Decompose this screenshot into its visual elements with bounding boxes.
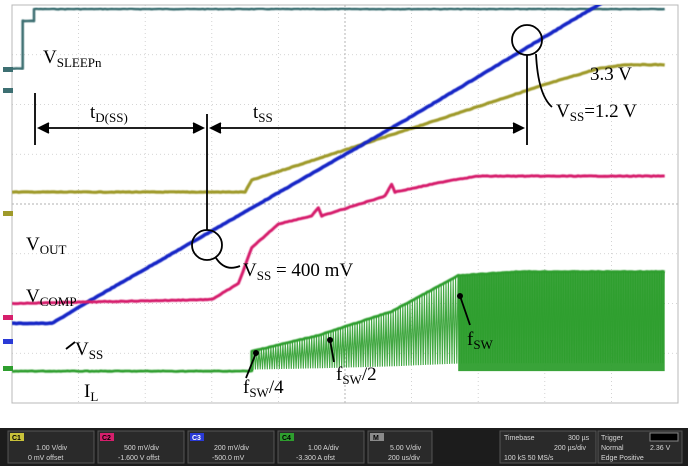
label-tss: tSS: [253, 102, 273, 125]
fsw-leader: [459, 295, 471, 326]
hud-c3-tag: C3: [192, 435, 201, 442]
hud-c2-offset: -1.600 V offst: [118, 455, 160, 462]
fsw2-leader: [329, 339, 335, 363]
fsw4-leader: [245, 352, 257, 379]
hud-c4[interactable]: C4 1.00 A/div -3.300 A ofst: [277, 430, 365, 464]
hud-tb-box: [499, 430, 597, 464]
label-3v3: 3.3 V: [590, 64, 632, 85]
hud-tb-rate: 100 kS 50 MS/s: [504, 455, 554, 462]
fsw2-dot: [327, 337, 333, 343]
hud-m-scale: 5.00 V/div: [390, 445, 422, 452]
label-vsleep: VSLEEPn: [43, 47, 102, 70]
hud-c2-tag: C2: [102, 435, 111, 442]
hud-c3-tag-bg: [190, 433, 204, 441]
trace-il-fsw-band: [458, 271, 665, 372]
vss12-leader: [535, 53, 553, 108]
label-vss: VSS: [75, 339, 103, 362]
label-fsw: fSW: [467, 329, 494, 352]
hud-c1-tag: C1: [12, 435, 21, 442]
trace-layer: [12, 5, 665, 373]
vss400-leader: [215, 257, 241, 269]
trace-vcomp: [12, 174, 665, 306]
hud-math[interactable]: M 5.00 V/div 200 us/div: [367, 430, 433, 464]
hud-c1-tag-bg: [10, 433, 24, 441]
hud-timebase[interactable]: Timebase 300 µs 200 µs/div 100 kS 50 MS/…: [499, 430, 597, 464]
label-il: IL: [84, 381, 98, 404]
hud-trig-level: 2.36 V: [650, 445, 671, 452]
hud-c4-tag: C4: [282, 435, 291, 442]
marker-ch-sleep-b: [3, 88, 13, 93]
marker-ch-vout: [3, 211, 13, 216]
hud-trigger[interactable]: Trigger Normal 2.36 V Edge Positive: [597, 430, 683, 464]
tdss-arrowhead-right: [192, 122, 206, 134]
hud-c3[interactable]: C3 200 mV/div -500.0 mV: [187, 430, 275, 464]
annotations: [34, 24, 553, 379]
marker-ch-vss: [3, 339, 13, 344]
hud-trig-tag: [649, 432, 679, 442]
hud-trig-edge: Edge Positive: [601, 455, 644, 462]
annotation-dots: [253, 293, 463, 356]
tss-arrowhead-left: [208, 122, 222, 134]
label-vss-1v2: VSS=1.2 V: [556, 101, 637, 124]
hud-m-tag-bg: [370, 433, 384, 441]
label-fsw4: fSW/4: [243, 377, 284, 400]
label-tdss: tD(SS): [90, 102, 128, 125]
marker-ch-vcomp: [3, 315, 13, 320]
hud-c2-box: [97, 430, 185, 464]
hud-trig-mode: Normal: [601, 445, 624, 452]
hud-c1-scale: 1.00 V/div: [36, 445, 68, 452]
hud-c4-scale: 1.00 A/div: [308, 445, 339, 452]
marker-ch-sleep: [3, 67, 13, 72]
hud-c2-tag-bg: [100, 433, 114, 441]
label-fsw2: fSW/2: [336, 364, 377, 387]
label-vcomp: VCOMP: [26, 286, 77, 309]
hud-tb-div: 200 µs/div: [554, 445, 587, 452]
hud-c3-scale: 200 mV/div: [214, 445, 250, 452]
trace-vsleepn: [12, 7, 665, 70]
hud-c4-tag-bg: [280, 433, 294, 441]
scope-status-bar: C1 1.00 V/div 0 mV offset C2 500 mV/div …: [0, 428, 688, 466]
hud-c2[interactable]: C2 500 mV/div -1.600 V offst: [97, 430, 185, 464]
vss12-circle: [511, 24, 543, 56]
label-vout: VOUT: [26, 234, 67, 257]
channel-markers: [3, 67, 13, 371]
vss-label-leader: [65, 341, 76, 350]
fsw4-dot: [253, 350, 259, 356]
hud-c1-offset: 0 mV offset: [28, 455, 63, 462]
hud-m-tag: M: [373, 435, 379, 442]
hud-trig-label: Trigger: [601, 435, 624, 442]
tss-arrowhead-right: [512, 122, 526, 134]
hud-c1[interactable]: C1 1.00 V/div 0 mV offset: [7, 430, 95, 464]
trace-vss: [12, 5, 602, 326]
trace-vout: [12, 62, 665, 194]
marker-ch-il: [3, 366, 13, 371]
hud-c3-offset: -500.0 mV: [212, 455, 245, 462]
hud-m-offset: 200 us/div: [388, 455, 420, 462]
hud-c4-offset: -3.300 A ofst: [296, 455, 335, 462]
hud-tb-label: Timebase: [504, 435, 535, 442]
hud-c2-scale: 500 mV/div: [124, 445, 160, 452]
plot-frame: [11, 4, 679, 404]
tdss-arrowhead-left: [36, 122, 50, 134]
label-vss-400mv: VSS = 400 mV: [243, 260, 353, 283]
vss400-circle: [191, 229, 223, 261]
hud-tb-value: 300 µs: [568, 435, 590, 442]
fsw-dot: [457, 293, 463, 299]
